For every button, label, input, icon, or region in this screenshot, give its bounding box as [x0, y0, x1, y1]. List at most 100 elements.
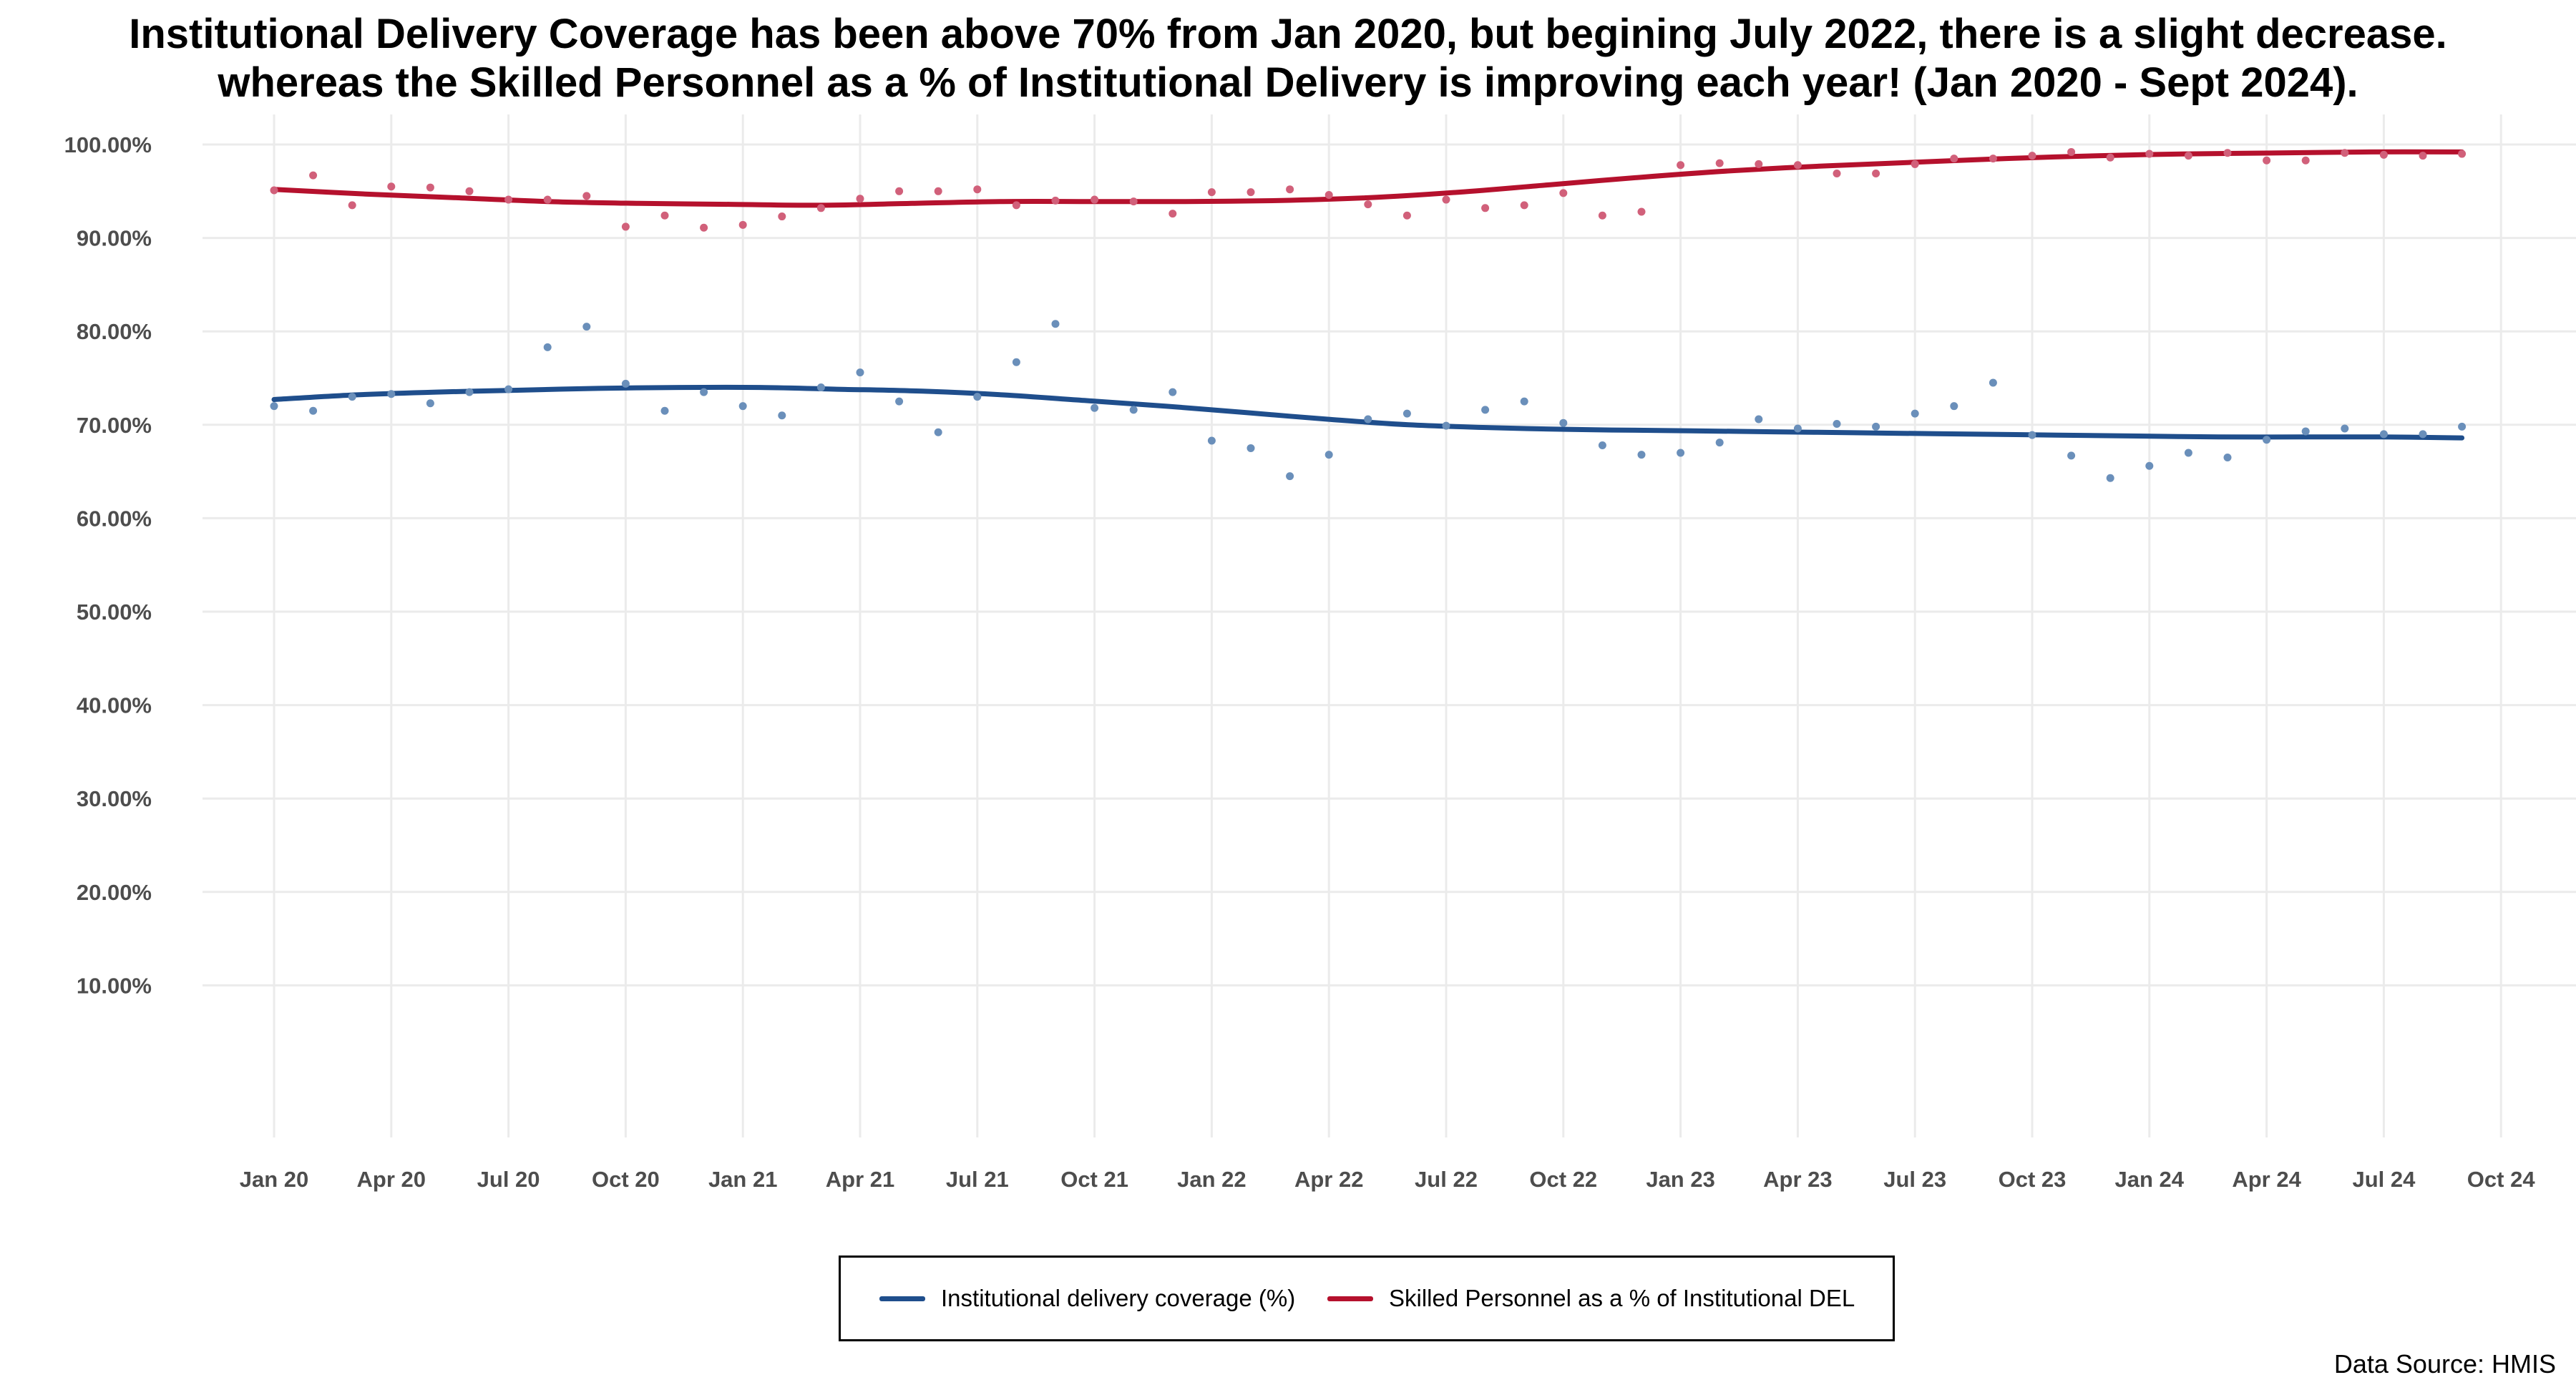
- data-point-0: [2145, 461, 2154, 470]
- plot-area: Jan 20 Apr 20 Jul 20 Oct 20 Jan 21 Apr 21 Jul …: [64, 114, 2576, 1192]
- data-point-1: [2028, 152, 2036, 160]
- x-tick-label: Jan 21: [708, 1167, 778, 1192]
- data-point-0: [2106, 474, 2114, 482]
- x-axis-ticks: Jan 20 Apr 20 Jul 20 Oct 20 Jan 21 Apr 21 Jul …: [240, 1167, 2536, 1192]
- data-point-0: [700, 388, 708, 396]
- data-point-0: [2263, 436, 2271, 444]
- y-tick-label: 100.00%: [64, 132, 152, 157]
- data-point-0: [426, 399, 434, 408]
- x-tick-label: Jul 20: [477, 1167, 540, 1192]
- data-point-0: [1677, 449, 1685, 457]
- data-point-0: [1442, 421, 1450, 430]
- data-point-1: [270, 186, 278, 195]
- data-point-1: [543, 195, 552, 204]
- data-point-1: [1950, 155, 1958, 163]
- data-point-0: [1364, 415, 1372, 424]
- data-point-0: [2028, 431, 2036, 439]
- x-tick-label: Jul 21: [946, 1167, 1009, 1192]
- data-source-note: Data Source: HMIS: [2333, 1349, 2556, 1379]
- data-point-0: [1598, 441, 1606, 450]
- data-point-0: [2184, 449, 2192, 457]
- data-point-0: [973, 393, 982, 401]
- y-tick-label: 80.00%: [77, 319, 152, 344]
- x-tick-label: Apr 22: [1294, 1167, 1363, 1192]
- data-point-1: [1598, 211, 1606, 220]
- data-point-0: [1051, 320, 1060, 328]
- data-point-0: [895, 397, 904, 406]
- data-point-1: [1677, 161, 1685, 170]
- legend: Institutional delivery coverage (%) Skil…: [839, 1256, 1895, 1341]
- data-point-0: [2067, 451, 2076, 460]
- chart-title-line-1: Institutional Delivery Coverage has been…: [129, 11, 2447, 57]
- data-point-0: [2223, 454, 2232, 462]
- data-point-0: [1559, 418, 1568, 427]
- data-point-1: [895, 187, 904, 195]
- data-point-1: [621, 222, 630, 231]
- data-point-0: [2458, 422, 2467, 431]
- x-tick-label: Apr 21: [826, 1167, 894, 1192]
- data-point-1: [1246, 188, 1255, 197]
- y-tick-label: 70.00%: [77, 413, 152, 438]
- data-point-1: [2067, 147, 2076, 156]
- data-point-0: [582, 323, 591, 331]
- data-point-0: [1520, 397, 1528, 406]
- data-point-1: [1637, 207, 1646, 216]
- data-points: [270, 147, 2467, 482]
- data-point-1: [660, 211, 669, 220]
- y-tick-label: 30.00%: [77, 786, 152, 811]
- gridlines: [203, 114, 2576, 1137]
- y-tick-label: 50.00%: [77, 599, 152, 625]
- data-point-0: [1950, 402, 1958, 411]
- data-point-1: [2184, 152, 2192, 160]
- x-tick-label: Jul 24: [2352, 1167, 2416, 1192]
- data-point-0: [1091, 403, 1099, 412]
- data-point-1: [1793, 161, 1802, 170]
- data-point-0: [1207, 436, 1216, 445]
- data-point-0: [856, 368, 864, 377]
- legend-label-skilled: Skilled Personnel as a % of Institutiona…: [1389, 1285, 1855, 1311]
- x-tick-label: Apr 24: [2232, 1167, 2301, 1192]
- trend-lines: [271, 149, 2465, 441]
- data-point-0: [465, 388, 474, 396]
- x-tick-label: Oct 21: [1060, 1167, 1128, 1192]
- data-point-1: [2379, 150, 2388, 159]
- y-tick-label: 60.00%: [77, 506, 152, 531]
- data-point-0: [543, 343, 552, 351]
- data-point-0: [387, 390, 396, 398]
- x-tick-label: Jan 24: [2115, 1167, 2185, 1192]
- data-point-1: [1012, 201, 1020, 210]
- y-tick-label: 10.00%: [77, 973, 152, 998]
- y-tick-label: 40.00%: [77, 693, 152, 718]
- data-point-0: [2379, 430, 2388, 439]
- data-point-1: [2145, 150, 2154, 158]
- legend-label-coverage: Institutional delivery coverage (%): [941, 1285, 1296, 1311]
- x-tick-label: Apr 23: [1763, 1167, 1832, 1192]
- data-point-1: [1442, 195, 1450, 204]
- data-point-1: [2263, 156, 2271, 165]
- data-point-0: [660, 406, 669, 415]
- data-point-0: [1989, 378, 1997, 387]
- data-point-1: [1402, 211, 1411, 220]
- data-point-0: [1169, 388, 1177, 396]
- data-point-1: [1833, 169, 1841, 177]
- data-point-1: [2106, 153, 2114, 162]
- data-point-1: [778, 212, 786, 221]
- data-point-0: [1715, 439, 1724, 447]
- data-point-1: [348, 201, 356, 210]
- data-point-1: [1129, 197, 1138, 206]
- data-point-0: [348, 393, 356, 401]
- data-point-1: [1715, 159, 1724, 167]
- data-point-1: [2223, 149, 2232, 157]
- legend-item-coverage: Institutional delivery coverage (%): [879, 1258, 1295, 1339]
- trend-line-0: [271, 384, 2465, 441]
- data-point-0: [2419, 430, 2427, 439]
- data-point-0: [816, 383, 825, 392]
- x-tick-label: Jul 23: [1883, 1167, 1946, 1192]
- data-point-0: [1286, 472, 1294, 481]
- chart-title-line-2: whereas the Skilled Personnel as a % of …: [218, 59, 2358, 106]
- data-point-1: [1051, 196, 1060, 205]
- data-point-0: [1755, 415, 1763, 424]
- data-point-0: [934, 428, 942, 436]
- data-point-1: [2341, 149, 2349, 157]
